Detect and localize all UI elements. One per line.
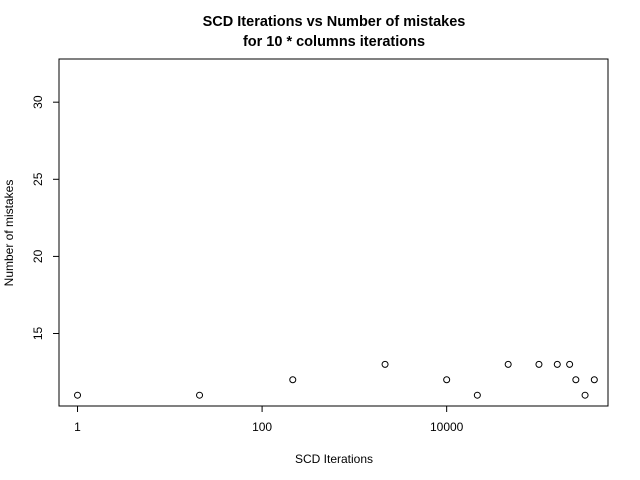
data-point: [535, 360, 543, 368]
data-point: [590, 376, 598, 384]
x-tick-label: 10000: [430, 420, 464, 434]
x-axis-label: SCD Iterations: [295, 452, 373, 466]
y-tick-label: 15: [31, 327, 45, 341]
chart-subtitle: for 10 * columns iterations: [243, 34, 425, 50]
x-tick-label: 100: [252, 420, 272, 434]
x-axis: 1 100 10000: [74, 405, 464, 434]
y-tick-label: 25: [31, 172, 45, 186]
y-axis-label: Number of mistakes: [2, 180, 16, 287]
data-point: [581, 391, 589, 399]
data-point: [74, 391, 82, 399]
data-point: [572, 376, 580, 384]
data-point: [381, 360, 389, 368]
data-point: [566, 360, 574, 368]
data-point: [289, 376, 297, 384]
y-axis: 15 20 25 30: [31, 95, 60, 341]
data-point: [473, 391, 481, 399]
chart-title: SCD Iterations vs Number of mistakes: [203, 14, 466, 30]
y-tick-label: 20: [31, 249, 45, 263]
data-point: [553, 360, 561, 368]
data-points: [74, 360, 598, 399]
plot-frame: [58, 58, 609, 407]
data-point: [196, 391, 204, 399]
x-tick-label: 1: [74, 420, 81, 434]
y-tick-label: 30: [31, 95, 45, 109]
data-point: [504, 360, 512, 368]
data-point: [443, 376, 451, 384]
